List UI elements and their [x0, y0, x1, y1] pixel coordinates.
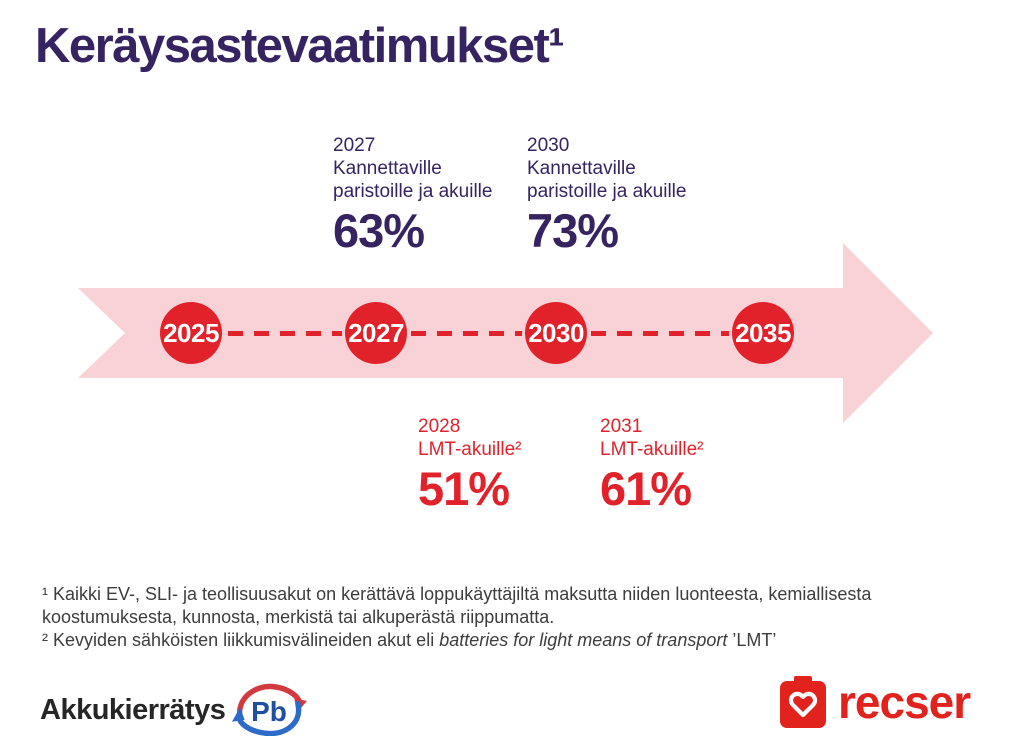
pb-emblem-text: Pb	[251, 696, 287, 727]
pb-recycle-icon: Pb	[232, 683, 308, 736]
milestone-year: 2031	[600, 416, 643, 437]
footnote-2-prefix: ² Kevyiden sähköisten liikkumisvälineide…	[42, 630, 440, 650]
akkukierratys-wordmark: Akkukierrätys	[40, 693, 226, 726]
milestone-value: 61%	[600, 462, 692, 515]
milestone-value: 51%	[418, 462, 510, 515]
milestone-2027-portable: 2027 Kannettaville paristoille ja akuill…	[333, 134, 493, 257]
milestone-value: 73%	[527, 204, 619, 257]
year-label: 2035	[735, 317, 791, 348]
timeline-dash-segment	[591, 331, 729, 336]
milestone-label: LMT-akuille²	[600, 439, 704, 460]
footnote-2-suffix: ’LMT’	[727, 630, 777, 650]
milestone-2030-portable: 2030 Kannettaville paristoille ja akuill…	[527, 134, 687, 257]
milestone-2028-lmt: 2028 LMT-akuille² 51%	[418, 415, 522, 515]
milestone-year: 2027	[333, 135, 376, 156]
milestone-label-line1: Kannettaville	[333, 158, 442, 179]
footnote-2-italic: batteries for light means of transport	[439, 630, 728, 650]
footnotes: ¹ Kaikki EV-, SLI- ja teollisuusakut on …	[42, 583, 977, 652]
milestone-year: 2028	[418, 416, 461, 437]
footnote-1: ¹ Kaikki EV-, SLI- ja teollisuusakut on …	[42, 584, 872, 627]
milestone-label-line2: paristoille ja akuille	[527, 181, 687, 202]
year-label: 2030	[528, 317, 584, 348]
battery-heart-icon	[780, 676, 826, 728]
timeline-year-2030: 2030	[525, 302, 587, 364]
timeline-arrow-head	[843, 243, 933, 423]
recser-wordmark: recser	[838, 676, 971, 728]
timeline-year-2027: 2027	[345, 302, 407, 364]
year-label: 2027	[348, 317, 404, 348]
timeline-dash-segment	[228, 331, 342, 336]
timeline-year-2025: 2025	[160, 302, 222, 364]
milestone-2031-lmt: 2031 LMT-akuille² 61%	[600, 415, 704, 515]
milestone-label-line2: paristoille ja akuille	[333, 181, 493, 202]
year-label: 2025	[163, 317, 219, 348]
milestone-year: 2030	[527, 135, 570, 156]
timeline-dash-segment	[411, 331, 522, 336]
timeline-year-2035: 2035	[732, 302, 794, 364]
timeline-arrow-notch	[78, 288, 125, 378]
milestone-label: LMT-akuille²	[418, 439, 522, 460]
page-title: Keräysastevaatimukset¹	[35, 19, 565, 73]
akkukierratys-logo: Akkukierrätys Pb	[40, 682, 309, 736]
recser-logo: recser	[780, 676, 971, 728]
milestone-value: 63%	[333, 204, 425, 257]
milestone-label-line1: Kannettaville	[527, 158, 636, 179]
footnote-2: ² Kevyiden sähköisten liikkumisvälineide…	[42, 629, 977, 652]
